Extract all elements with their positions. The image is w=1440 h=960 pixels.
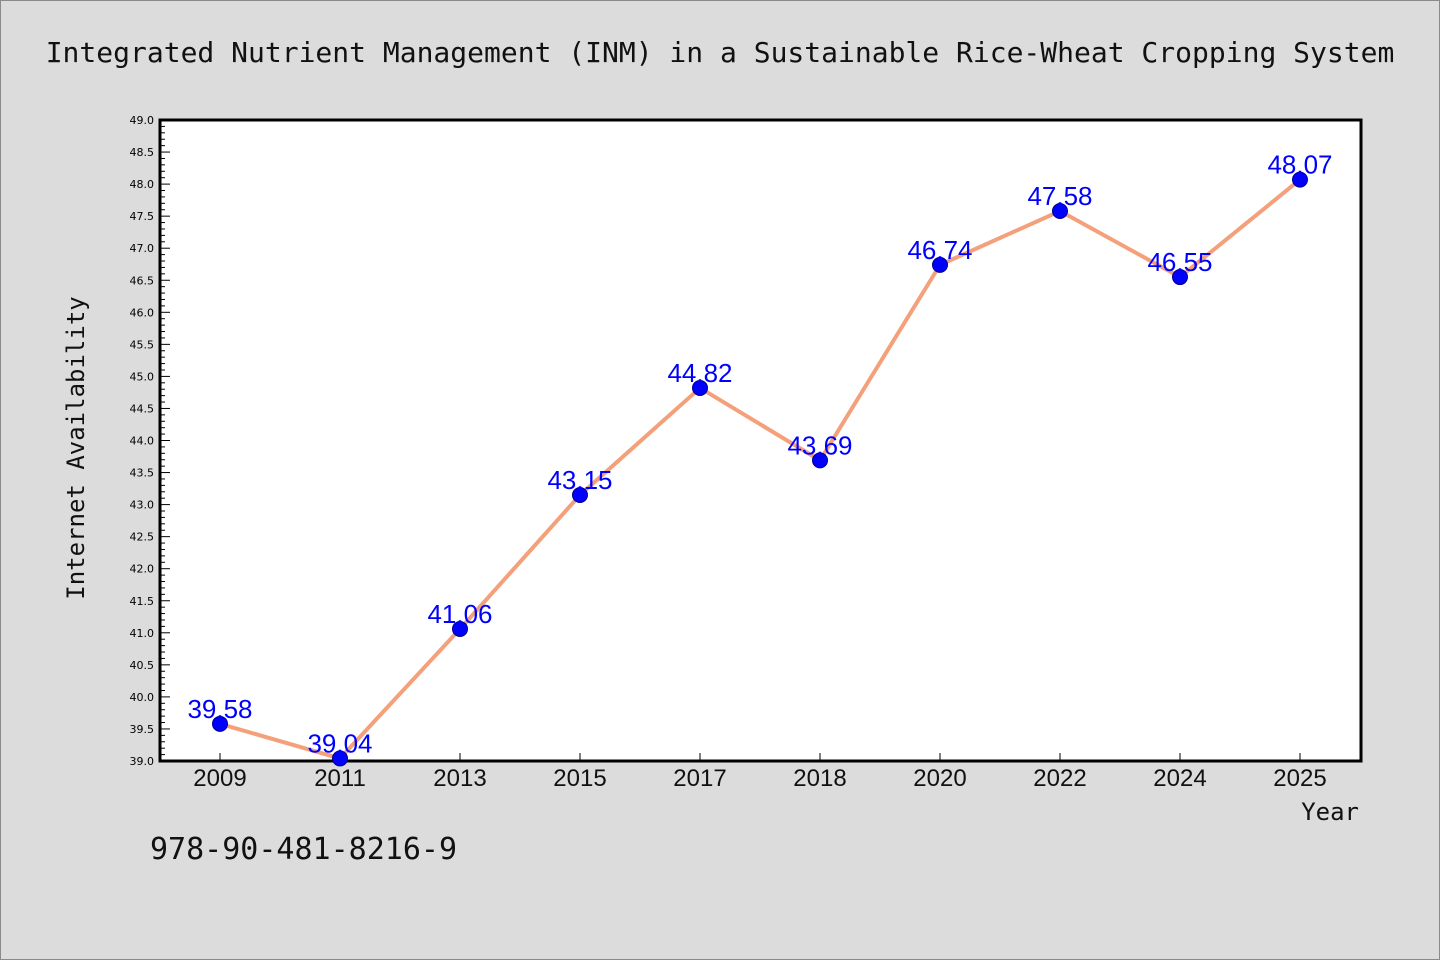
- y-tick-label: 43.0: [130, 499, 155, 512]
- chart-title: Integrated Nutrient Management (INM) in …: [45, 36, 1395, 69]
- data-label: 48.07: [1267, 150, 1332, 180]
- data-label: 46.55: [1147, 247, 1212, 277]
- x-tick-label: 2025: [1273, 765, 1326, 792]
- data-label: 46.74: [907, 235, 972, 265]
- y-tick-label: 42.5: [130, 531, 155, 544]
- series-markers: [212, 171, 1308, 767]
- data-label: 44.82: [667, 358, 732, 388]
- y-tick-label: 48.5: [130, 146, 155, 159]
- data-point-marker: [572, 486, 588, 503]
- y-tick-label: 48.0: [130, 178, 155, 191]
- data-point-marker: [332, 750, 348, 767]
- x-tick-label: 2015: [553, 765, 606, 792]
- x-tick-label: 2022: [1033, 765, 1086, 792]
- data-point-marker: [692, 379, 708, 396]
- y-tick-label: 40.0: [130, 691, 155, 704]
- data-point-marker: [1172, 269, 1188, 286]
- x-tick-label: 2017: [673, 765, 726, 792]
- y-tick-label: 44.5: [130, 402, 155, 415]
- data-label: 39.04: [307, 728, 372, 758]
- x-tick-label: 2024: [1153, 765, 1206, 792]
- plot-area: [158, 118, 1363, 763]
- data-point-marker: [1052, 203, 1068, 220]
- isbn-text: 978-90-481-8216-9: [150, 832, 458, 867]
- y-tick-label: 39.0: [130, 755, 155, 768]
- data-point-marker: [812, 452, 828, 469]
- y-tick-label: 45.0: [130, 370, 155, 383]
- data-label: 41.06: [427, 599, 492, 629]
- series-line: [219, 178, 1302, 761]
- y-tick-label: 40.5: [130, 659, 155, 672]
- x-axis-label: Year: [1301, 798, 1359, 826]
- data-label: 39.58: [187, 694, 252, 724]
- data-label: 43.15: [547, 465, 612, 495]
- y-tick-label: 41.0: [130, 627, 155, 640]
- x-tick-label: 2018: [793, 765, 846, 792]
- x-tick-label: 2011: [314, 765, 366, 792]
- y-tick-label: 41.5: [130, 595, 155, 608]
- x-tick-label: 2009: [193, 765, 246, 792]
- y-tick-label: 39.5: [130, 723, 155, 736]
- y-tick-label: 45.5: [130, 338, 155, 351]
- y-tick-label: 46.0: [130, 306, 155, 319]
- data-label: 47.58: [1027, 181, 1092, 211]
- data-label: 43.69: [787, 430, 852, 460]
- data-labels: 39.58 39.04 41.06 43.15 44.82 43.69 46.74 47.58…: [187, 150, 1332, 759]
- x-tick-label: 2013: [433, 765, 486, 792]
- y-tick-label: 47.5: [130, 210, 155, 223]
- x-tick-label: 2020: [913, 765, 966, 792]
- y-tick-label: 42.0: [130, 563, 155, 576]
- y-tick-label: 46.5: [130, 274, 155, 287]
- y-axis-ticks: 39.0 39.5 40.0 40.5 41.0 41.5 42.0 42.5 43.0 43.5…: [130, 114, 170, 768]
- y-tick-label: 44.0: [130, 435, 155, 448]
- y-tick-label: 49.0: [130, 114, 155, 127]
- x-axis-ticks: 2009 2011 2013 2015 2017 2018 2020 2022 2024 2025: [193, 753, 1327, 792]
- y-axis-label: Internet Availability: [62, 296, 90, 599]
- y-tick-label: 47.0: [130, 242, 155, 255]
- data-point-marker: [452, 620, 468, 637]
- data-point-marker: [212, 715, 228, 732]
- y-tick-label: 43.5: [130, 467, 155, 480]
- data-point-marker: [1292, 171, 1308, 188]
- data-point-marker: [932, 256, 948, 273]
